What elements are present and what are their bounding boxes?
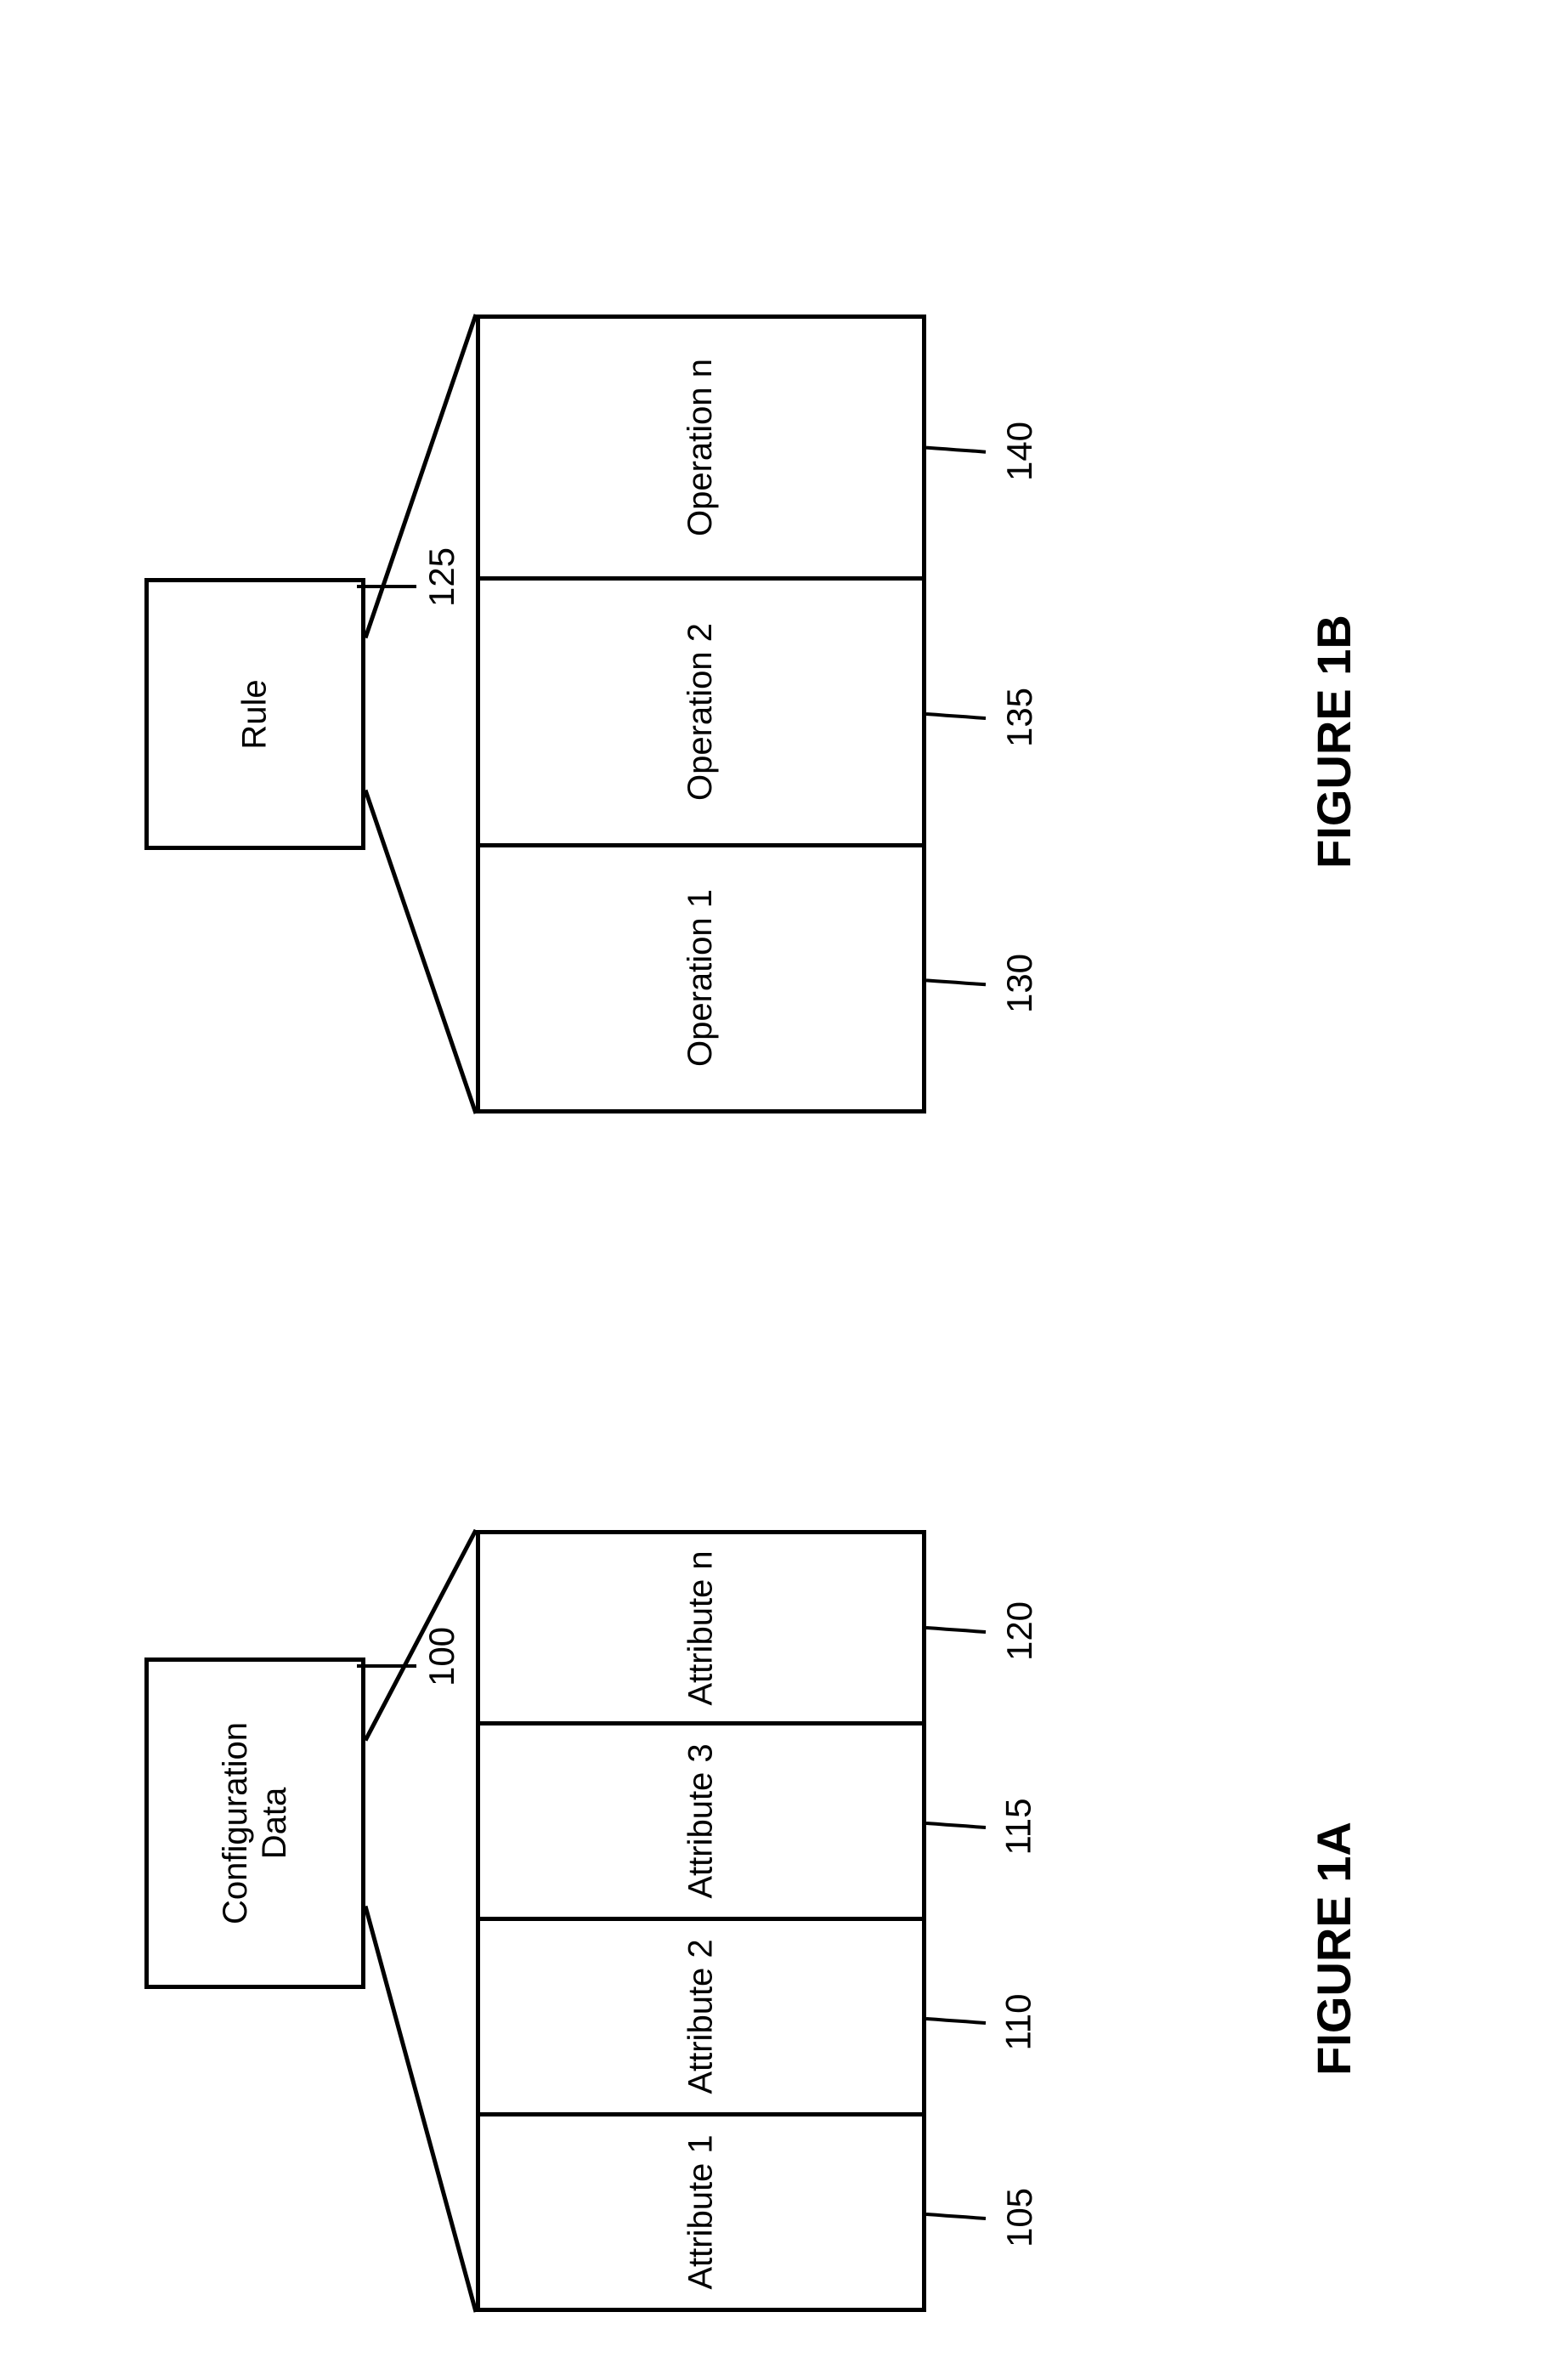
figA-attr-label-3: Attribute 3	[682, 1743, 720, 1898]
ref-125: 125	[421, 547, 462, 607]
config-data-label-line1: Configuration	[216, 1722, 255, 1924]
figA-root-box: Configuration Data	[144, 1658, 365, 1989]
figB-op-label-n: Operation n	[682, 359, 721, 536]
figure-1a-title: FIGURE 1A	[1306, 1822, 1361, 2076]
figA-attr-label-2: Attribute 2	[682, 1939, 720, 2094]
figA-attr-box-n: Attribute n	[476, 1530, 926, 1726]
figB-op-label-1: Operation 1	[682, 889, 721, 1067]
ref-115: 115	[998, 1799, 1038, 1856]
config-data-label-line2: Data	[255, 1722, 294, 1924]
figA-attr-label-1: Attribute 1	[682, 2134, 720, 2289]
figB-op-box-2: Operation 2	[476, 581, 926, 847]
figB-root-box: Rule	[144, 578, 365, 850]
ref-105: 105	[999, 2188, 1040, 2247]
figA-attr-box-3: Attribute 3	[476, 1726, 926, 1921]
figA-attr-box-2: Attribute 2	[476, 1921, 926, 2116]
ref-135: 135	[999, 688, 1040, 747]
ref-110: 110	[998, 1994, 1038, 2051]
ref-140: 140	[999, 422, 1040, 481]
figB-op-label-2: Operation 2	[682, 623, 721, 801]
ref-130: 130	[999, 954, 1040, 1013]
figB-op-box-n: Operation n	[476, 314, 926, 581]
config-data-label: Configuration Data	[216, 1722, 294, 1924]
figA-attr-label-n: Attribute n	[682, 1550, 720, 1705]
ref-100: 100	[421, 1627, 462, 1686]
figA-attr-box-1: Attribute 1	[476, 2116, 926, 2312]
ref-120: 120	[999, 1601, 1040, 1661]
figB-op-box-1: Operation 1	[476, 847, 926, 1114]
rule-label: Rule	[235, 679, 274, 749]
figure-1b-title: FIGURE 1B	[1306, 615, 1361, 869]
